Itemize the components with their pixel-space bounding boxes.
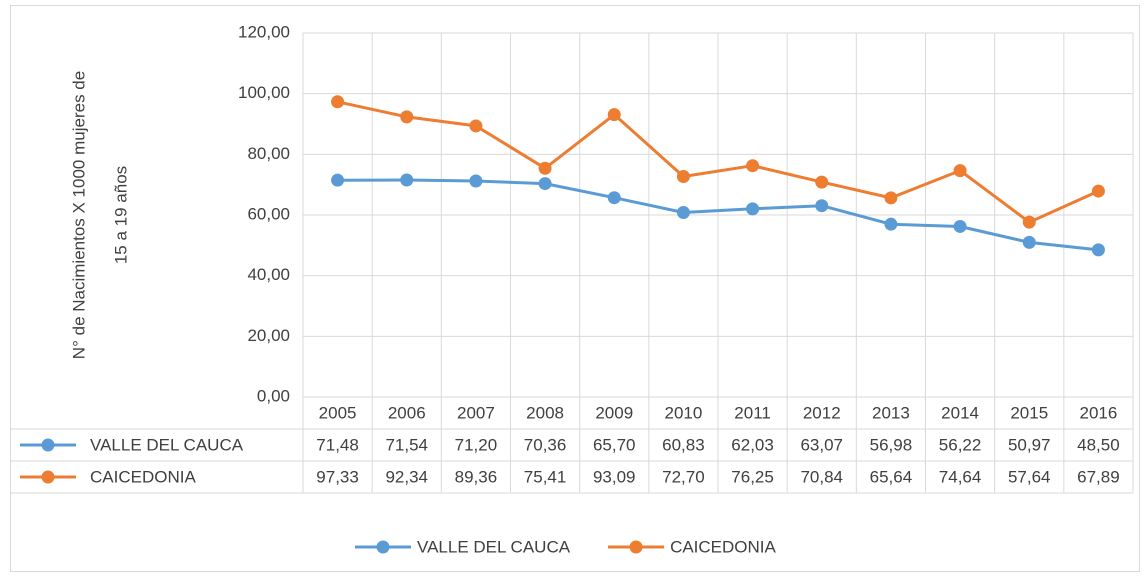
x-tick-label: 2014 (941, 403, 979, 422)
table-cell: 70,36 (524, 435, 567, 454)
table-cell: 63,07 (800, 435, 843, 454)
data-point (469, 119, 483, 133)
data-point (538, 161, 552, 175)
table-cell: 71,54 (385, 435, 428, 454)
y-tick-label: 0,00 (257, 386, 290, 405)
data-point (1091, 243, 1105, 257)
legend-key-marker (41, 438, 55, 452)
legend-key-marker (629, 540, 643, 554)
data-point (746, 159, 760, 173)
table-cell: 48,50 (1077, 435, 1120, 454)
data-point (953, 164, 967, 178)
y-tick-label: 40,00 (247, 265, 290, 284)
data-point (815, 199, 829, 213)
x-tick-label: 2015 (1010, 403, 1048, 422)
table-cell: 65,64 (870, 467, 913, 486)
x-tick-label: 2016 (1080, 403, 1118, 422)
table-series-name: CAICEDONIA (90, 467, 196, 486)
x-tick-label: 2010 (665, 403, 703, 422)
data-point (1091, 184, 1105, 198)
y-tick-label: 20,00 (247, 326, 290, 345)
data-point (1022, 235, 1036, 249)
data-point (400, 110, 414, 124)
table-cell: 75,41 (524, 467, 567, 486)
x-tick-label: 2005 (319, 403, 357, 422)
data-point (746, 202, 760, 216)
x-tick-label: 2006 (388, 403, 426, 422)
table-cell: 57,64 (1008, 467, 1051, 486)
data-point (331, 95, 345, 109)
table-cell: 60,83 (662, 435, 705, 454)
data-point (884, 191, 898, 205)
series-line (337, 100, 1100, 224)
data-point (607, 108, 621, 122)
table-cell: 65,70 (593, 435, 636, 454)
table-cell: 50,97 (1008, 435, 1051, 454)
table-cell: 56,98 (870, 435, 913, 454)
x-tick-label: 2012 (803, 403, 841, 422)
table-cell: 89,36 (455, 467, 498, 486)
data-point (400, 173, 414, 187)
data-point (815, 175, 829, 189)
y-tick-label: 120,00 (238, 22, 290, 41)
data-point (676, 169, 690, 183)
table-cell: 97,33 (316, 467, 359, 486)
data-point (676, 205, 690, 219)
chart-border (10, 5, 1140, 572)
y-tick-label: 80,00 (247, 144, 290, 163)
table-cell: 93,09 (593, 467, 636, 486)
x-tick-label: 2008 (526, 403, 564, 422)
y-tick-label: 60,00 (247, 204, 290, 223)
table-cell: 74,64 (939, 467, 982, 486)
data-point (953, 219, 967, 233)
table-cell: 92,34 (385, 467, 428, 486)
table-cell: 67,89 (1077, 467, 1120, 486)
data-point (538, 177, 552, 191)
table-cell: 62,03 (731, 435, 774, 454)
table-cell: 71,48 (316, 435, 359, 454)
x-tick-label: 2009 (595, 403, 633, 422)
table-cell: 71,20 (455, 435, 498, 454)
data-point (469, 174, 483, 188)
x-tick-label: 2011 (734, 403, 771, 422)
x-tick-label: 2013 (872, 403, 910, 422)
table-cell: 76,25 (731, 467, 774, 486)
table-cell: 56,22 (939, 435, 982, 454)
y-axis-title: 15 a 19 años (111, 166, 130, 264)
table-cell: 72,70 (662, 467, 705, 486)
x-tick-label: 2007 (457, 403, 495, 422)
legend-label: CAICEDONIA (670, 537, 776, 556)
data-point (884, 217, 898, 231)
table-series-name: VALLE DEL CAUCA (90, 435, 244, 454)
y-axis-title: N° de Nacimientos X 1000 mujeres de (69, 71, 88, 359)
legend-key-marker (41, 470, 55, 484)
legend-key-marker (376, 540, 390, 554)
series-line (337, 178, 1099, 252)
data-point (331, 173, 345, 187)
legend-label: VALLE DEL CAUCA (417, 537, 571, 556)
data-point (1022, 215, 1036, 229)
y-tick-label: 100,00 (238, 83, 290, 102)
table-cell: 70,84 (800, 467, 843, 486)
data-point (607, 191, 621, 205)
